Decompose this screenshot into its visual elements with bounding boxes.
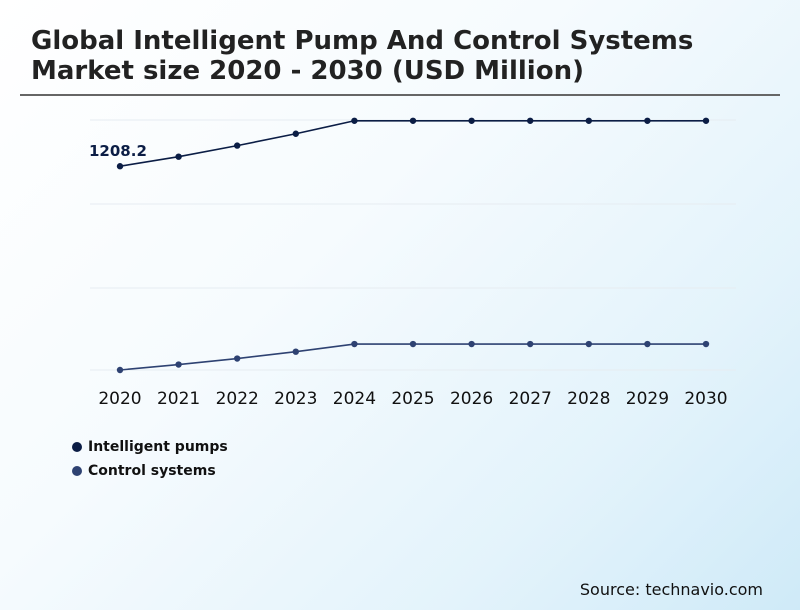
data-point-1-2027 [527,340,534,348]
x-tick-label-2023: 2023 [274,389,317,409]
legend-label: Control systems [88,463,216,479]
data-point-0-2023 [292,130,299,137]
x-tick-label-2028: 2028 [567,389,610,409]
legend-item-1-0: Control systems [72,459,228,483]
x-tick-label-2024: 2024 [333,389,376,409]
data-point-0-2029 [644,117,651,124]
data-point-0-2024 [351,117,358,124]
data-label-0-0: 1208.2 [89,142,147,160]
data-point-1-2028 [585,340,592,348]
x-tick-label-2022: 2022 [216,389,259,409]
data-point-1-2023 [292,348,299,355]
data-point-0-2020 [116,163,124,170]
data-point-0-2025 [409,117,417,124]
data-point-0-2028 [585,117,592,124]
series-line-0-0 [119,119,706,168]
title-divider [20,94,780,96]
series-line-1-0 [119,343,706,371]
data-point-1-2020 [116,366,124,374]
data-point-0-2027 [527,117,534,124]
data-point-1-2021 [175,361,182,368]
legend-swatch [72,466,82,476]
data-point-1-2024 [351,340,358,348]
legend-item-0-0: Intelligent pumps [72,435,228,459]
x-tick-label-2030: 2030 [684,389,727,409]
chart-title: Global Intelligent Pump And Control Syst… [31,26,694,86]
data-point-0-2021 [175,153,182,160]
x-tick-label-2027: 2027 [509,389,552,409]
legend-label: Intelligent pumps [88,439,228,455]
data-point-1-2026 [468,340,475,348]
data-point-1-2029 [644,340,651,348]
x-tick-label-2026: 2026 [450,389,493,409]
data-point-1-2030 [702,340,710,348]
x-tick-label-2029: 2029 [626,389,669,409]
line-chart: 1208.2 2020 2021 2022 2023 2024 2025 2026 2027 20… [89,117,736,409]
chart-legend: Intelligent pumps Control systems [72,435,228,483]
data-point-0-2026 [468,117,475,124]
legend-swatch [72,442,82,452]
data-point-0-2030 [702,117,710,124]
x-tick-label-2021: 2021 [157,389,200,409]
data-point-1-2025 [409,340,417,348]
data-point-1-2022 [234,355,241,362]
x-tick-label-2020: 2020 [98,389,141,409]
source-note: Source: technavio.com [579,580,763,599]
x-tick-label-2025: 2025 [391,389,434,409]
data-point-0-2022 [234,142,241,149]
